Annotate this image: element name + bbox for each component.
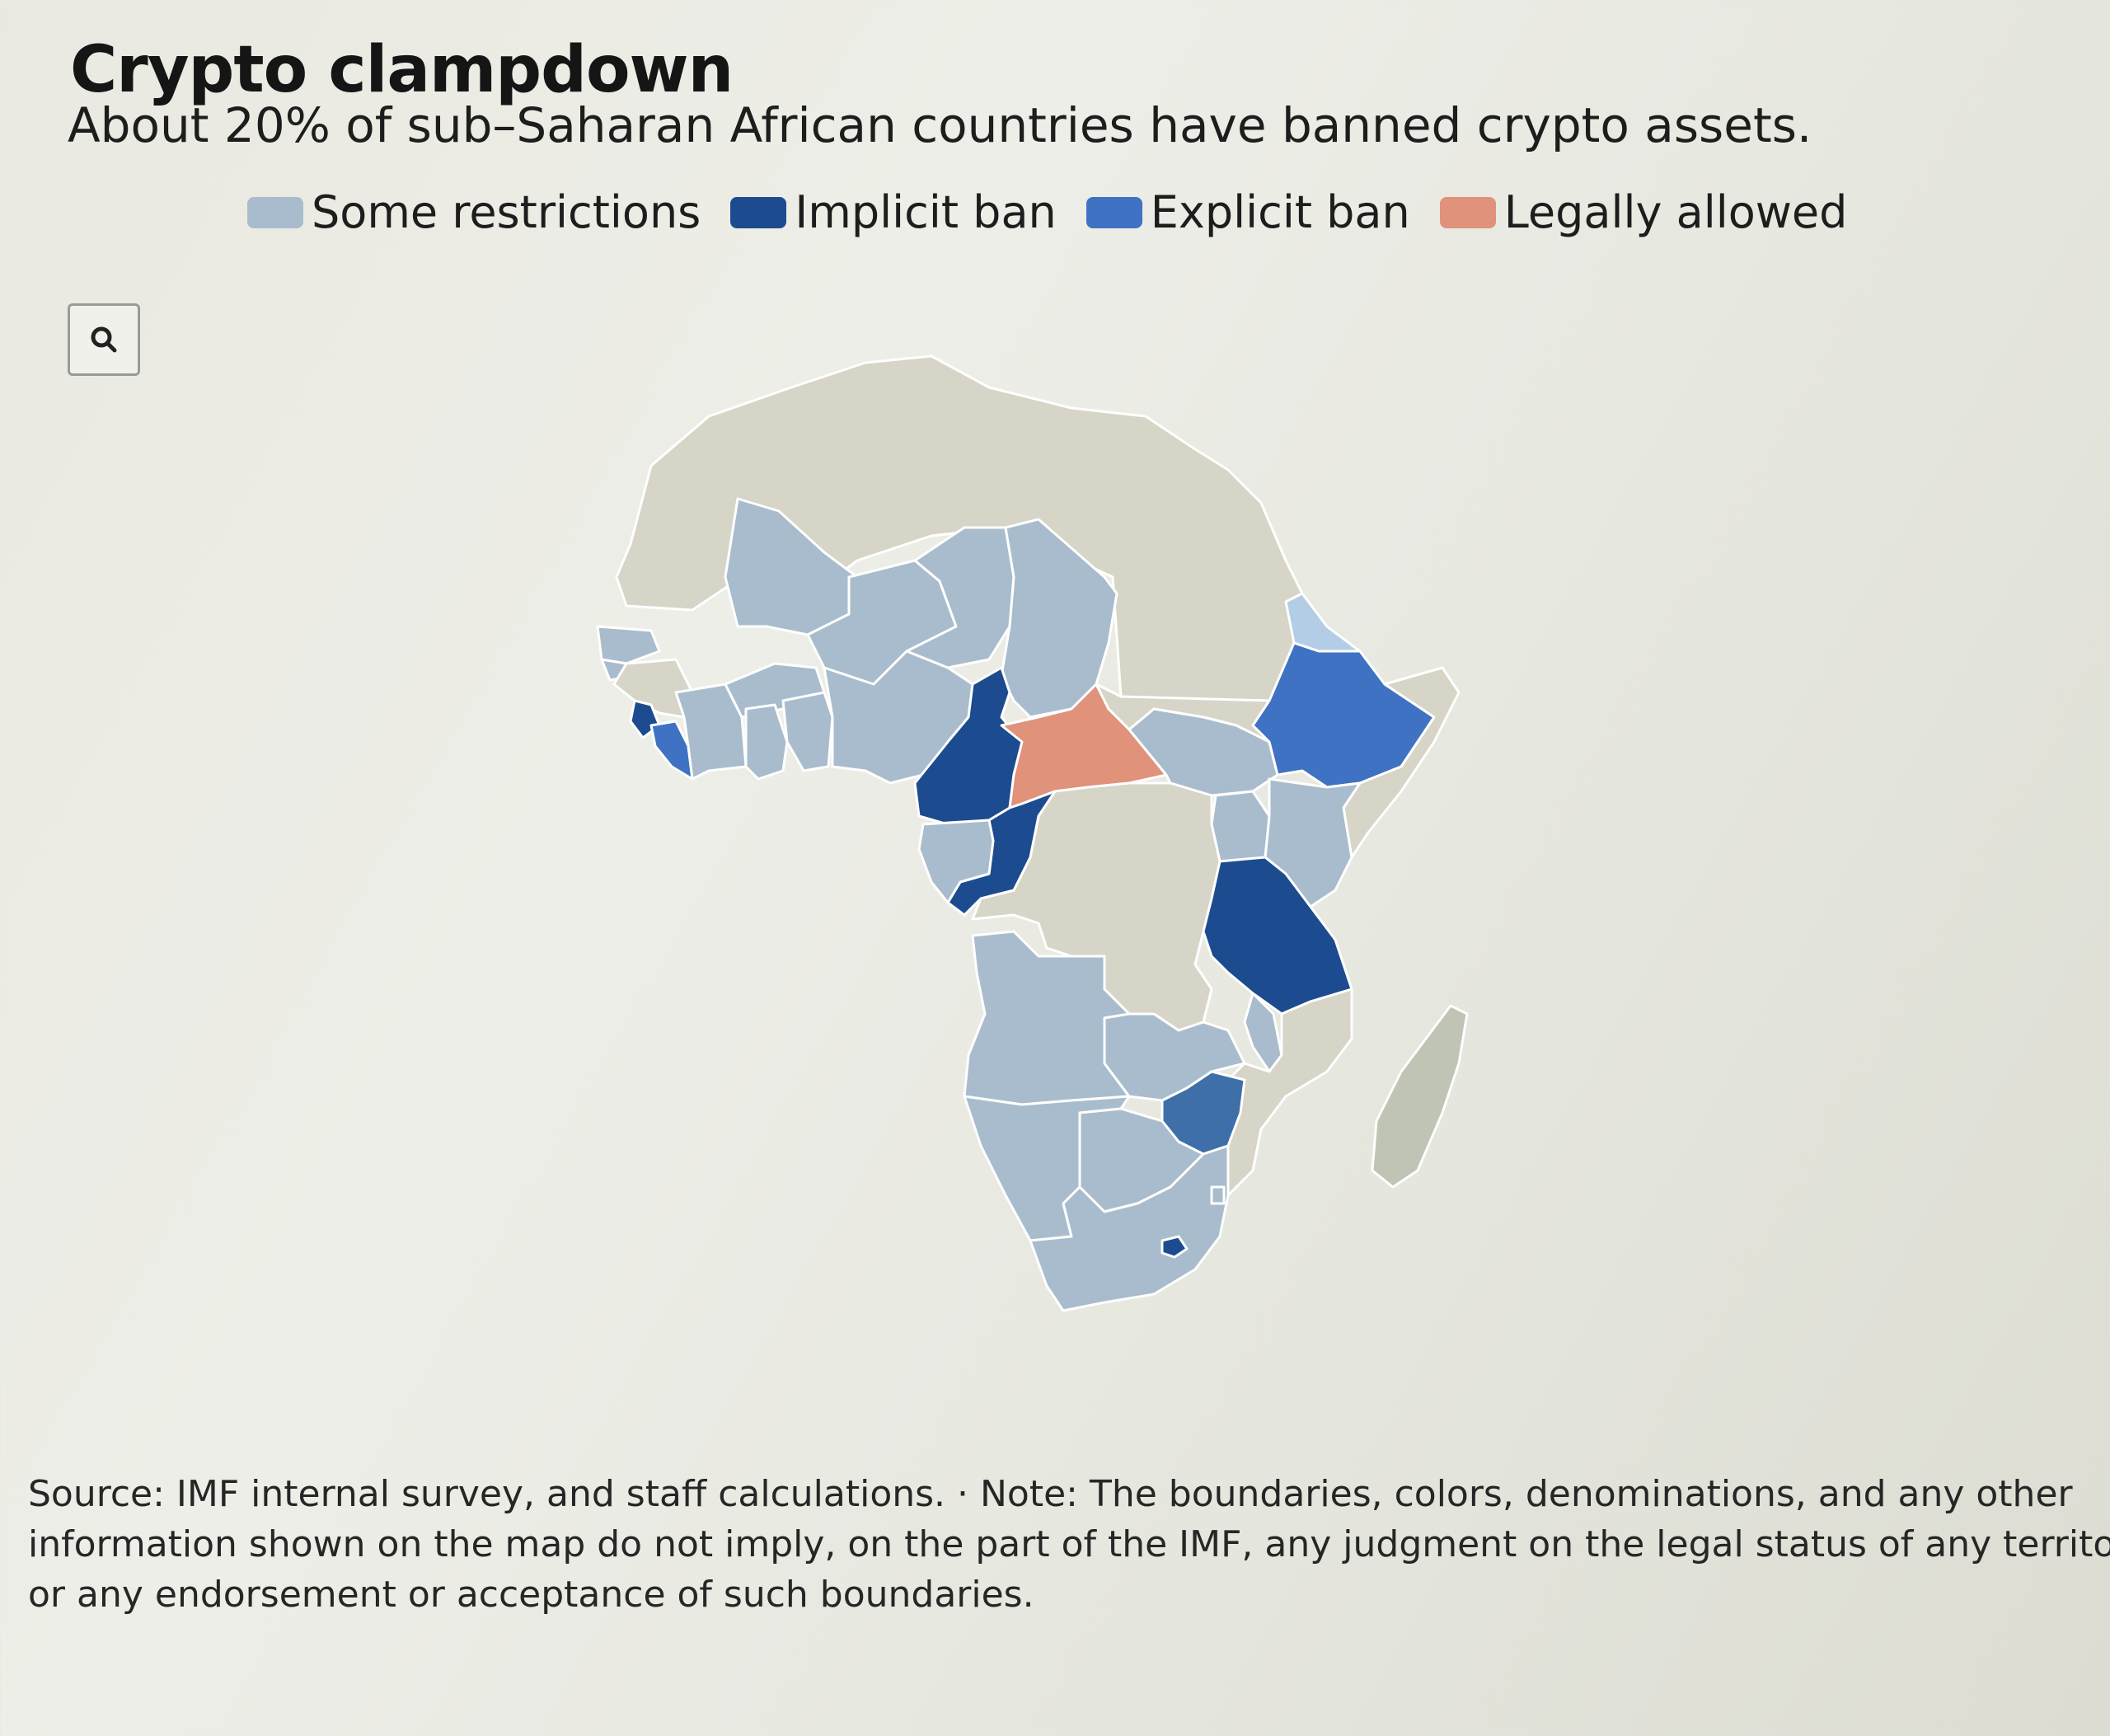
legend-swatch-explicit-ban — [1085, 196, 1142, 228]
legend-item-explicit-ban[interactable]: Explicit ban — [1085, 186, 1410, 238]
country-uganda[interactable] — [1210, 790, 1271, 863]
legend-label: Implicit ban — [795, 186, 1057, 238]
legend-item-legally-allowed[interactable]: Legally allowed — [1439, 186, 1848, 238]
country-niger[interactable] — [905, 526, 1015, 669]
legend-label: Explicit ban — [1150, 186, 1410, 238]
country-eswatini[interactable] — [1210, 1185, 1226, 1205]
country-gabon[interactable] — [917, 819, 995, 904]
country-mozambique — [1218, 988, 1353, 1197]
chart-title: Crypto clampdown — [70, 33, 734, 107]
country-lesotho[interactable] — [1160, 1235, 1189, 1259]
country-togo-benin[interactable] — [781, 691, 834, 772]
country-madagascar[interactable] — [1371, 1004, 1469, 1189]
chart-subtitle: About 20% of sub–Saharan African countri… — [68, 97, 1812, 153]
africa-map — [596, 354, 1469, 1312]
search-icon — [91, 326, 117, 353]
legend-item-some-restrictions[interactable]: Some restrictions — [247, 186, 701, 238]
country-ghana[interactable] — [744, 703, 789, 781]
source-note-line: or any endorsement or acceptance of such… — [28, 1574, 1034, 1616]
legend-label: Some restrictions — [312, 186, 701, 238]
country-senegal[interactable] — [596, 625, 661, 665]
country-guinea[interactable] — [612, 658, 694, 719]
legend-item-implicit-ban[interactable]: Implicit ban — [730, 186, 1057, 238]
country-south-africa[interactable] — [1029, 1144, 1230, 1312]
map-search-button[interactable] — [68, 303, 140, 376]
legend: Some restrictions Implicit ban Explicit … — [247, 186, 1847, 238]
legend-label: Legally allowed — [1503, 186, 1848, 238]
legend-swatch-legally-allowed — [1439, 196, 1496, 228]
source-note-line: Source: IMF internal survey, and staff c… — [28, 1473, 2073, 1515]
legend-swatch-implicit-ban — [730, 196, 787, 228]
country-somalia — [1342, 666, 1461, 859]
source-note: Source: IMF internal survey, and staff c… — [28, 1469, 2110, 1620]
country-eritrea[interactable] — [1284, 592, 1362, 653]
legend-swatch-some-restrictions — [247, 196, 303, 228]
source-note-line: information shown on the map do not impl… — [28, 1523, 2110, 1565]
